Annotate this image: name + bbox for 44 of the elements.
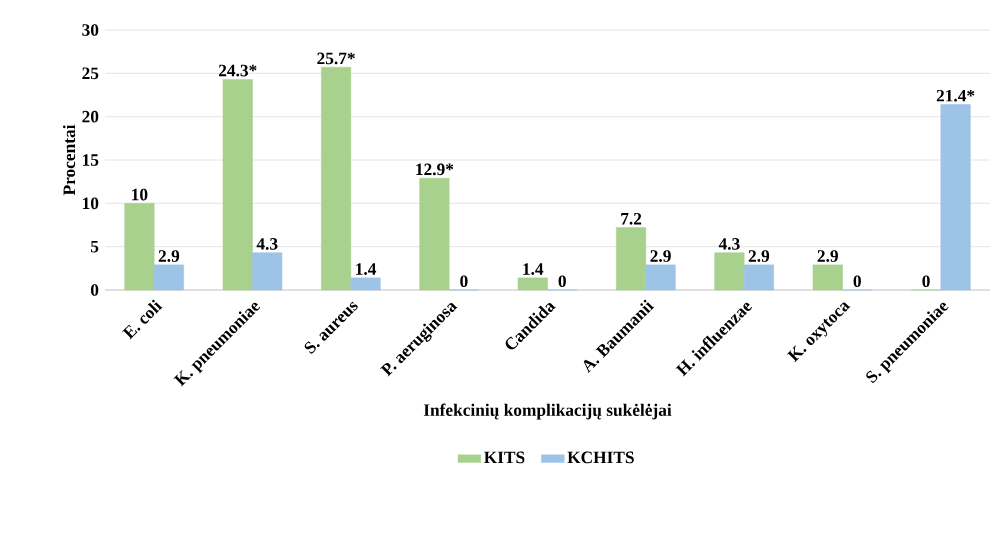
data-label: 4.3 — [256, 238, 278, 250]
data-label: 25.7* — [317, 52, 355, 65]
data-label: 0 — [853, 275, 861, 288]
data-label: 2.9 — [748, 250, 770, 262]
bar — [153, 264, 184, 291]
bar — [350, 277, 381, 291]
data-label: 0 — [558, 275, 566, 288]
data-label: 1.4 — [523, 263, 544, 275]
data-label: 0 — [922, 275, 930, 288]
bar — [124, 203, 155, 291]
data-label: 24.3* — [218, 64, 257, 77]
bar — [645, 264, 676, 291]
data-label: 21.4* — [936, 89, 975, 102]
y-tick-label: 10 — [83, 197, 99, 210]
data-label: 0 — [460, 275, 468, 288]
y-tick-label: 5 — [90, 240, 99, 253]
data-label: 4.3 — [718, 238, 740, 250]
bar — [252, 252, 283, 291]
bar — [743, 264, 774, 291]
data-label: 7.2 — [621, 212, 642, 225]
bar — [714, 252, 745, 291]
x-axis-title: Infekcinių komplikacijų sukėlėjai — [423, 403, 672, 420]
y-tick-label: 30 — [82, 24, 99, 36]
data-label: 2.9 — [158, 250, 180, 262]
data-label: 2.9 — [817, 250, 838, 262]
bar — [616, 227, 647, 291]
legend-label: KITS — [484, 451, 525, 464]
data-label: 2.9 — [650, 250, 671, 262]
y-tick-label: 20 — [82, 110, 99, 123]
y-tick-label: 0 — [90, 284, 99, 296]
bar — [517, 277, 548, 291]
bar — [812, 264, 843, 291]
bar — [222, 79, 253, 291]
y-tick-label: 15 — [83, 154, 99, 166]
bar — [419, 177, 450, 291]
bar — [940, 104, 971, 291]
data-label: 12.9* — [416, 163, 454, 176]
y-tick-label: 25 — [82, 67, 99, 80]
data-label: 10 — [132, 188, 148, 201]
bar — [321, 67, 352, 291]
x-tick-label: E. coli — [122, 299, 163, 340]
legend-label: KCHITS — [567, 451, 634, 464]
y-axis-title: Procentai — [62, 124, 76, 196]
data-label: 1.4 — [356, 263, 377, 275]
